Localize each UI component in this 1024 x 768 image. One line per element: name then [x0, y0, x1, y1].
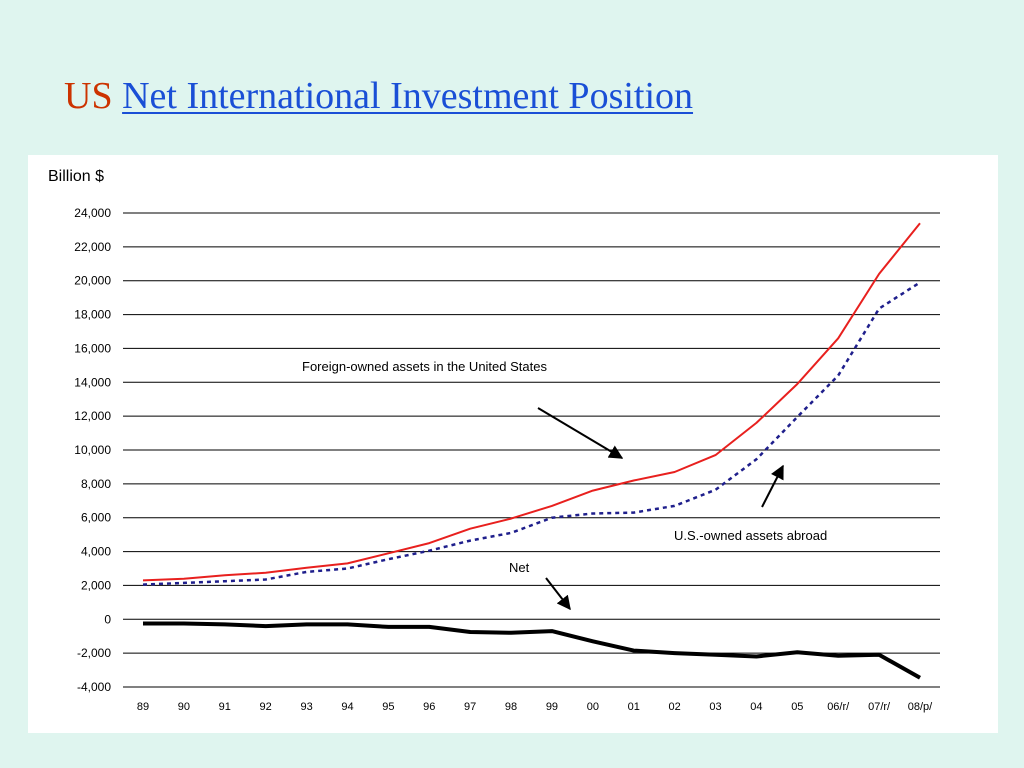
x-tick-label: 01 [628, 701, 640, 713]
x-tick-label: 98 [505, 701, 517, 713]
x-tick-label: 96 [423, 701, 435, 713]
x-tick-label: 00 [587, 701, 599, 713]
slide-title: US Net International Investment Position [64, 72, 693, 120]
title-link[interactable]: Net International Investment Position [122, 75, 694, 117]
y-tick-label: 14,000 [74, 375, 111, 389]
y-axis-label: Billion $ [48, 168, 104, 185]
x-tick-label: 08/p/ [908, 701, 933, 713]
y-tick-label: -2,000 [77, 646, 111, 660]
x-tick-label: 95 [382, 701, 394, 713]
y-tick-label: 24,000 [74, 206, 111, 220]
x-tick-label: 03 [709, 701, 721, 713]
annotation-foreign-arrow [537, 407, 624, 459]
y-tick-label: 18,000 [74, 308, 111, 322]
y-tick-label: 0 [104, 612, 111, 626]
chart-panel: 24,000 22,000 20,000 18,000 16,000 14,000 12,0… [28, 155, 998, 733]
annotation-net-label: Net [509, 560, 530, 575]
x-tick-label: 02 [669, 701, 681, 713]
x-tick-label: 06/r/ [827, 701, 850, 713]
series-us-owned [142, 281, 921, 586]
series-foreign-owned [142, 222, 921, 582]
y-tick-label: 16,000 [74, 341, 111, 355]
gridlines [123, 212, 940, 688]
x-tick-label: 92 [260, 701, 272, 713]
x-tick-label: 05 [791, 701, 803, 713]
y-tick-label: 4,000 [81, 545, 111, 559]
y-tick-label: 22,000 [74, 240, 111, 254]
y-tick-label: 8,000 [81, 477, 111, 491]
x-axis-ticks: 89 90 91 92 93 94 95 96 97 98 99 00 01 02 03 04 05 06/r/0… [137, 701, 933, 713]
x-tick-label: 94 [341, 701, 353, 713]
y-tick-label: -4,000 [77, 680, 111, 694]
x-tick-label: 04 [750, 701, 762, 713]
y-tick-label: 10,000 [74, 443, 111, 457]
annotation-us-owned-arrow [761, 464, 784, 508]
x-tick-label: 89 [137, 701, 149, 713]
x-tick-label: 99 [546, 701, 558, 713]
series-lines [142, 222, 921, 680]
title-prefix: US [64, 75, 113, 117]
x-tick-label: 07/r/ [868, 701, 891, 713]
series-net [143, 621, 921, 680]
x-tick-label: 91 [219, 701, 231, 713]
annotation-foreign-label: Foreign-owned assets in the United State… [302, 359, 547, 374]
annotation-net-arrow [545, 577, 571, 611]
y-axis-ticks: 24,000 22,000 20,000 18,000 16,000 14,000 12,0… [74, 206, 111, 694]
y-tick-label: 20,000 [74, 274, 111, 288]
y-tick-label: 12,000 [74, 409, 111, 423]
x-tick-label: 90 [178, 701, 190, 713]
x-tick-label: 97 [464, 701, 476, 713]
x-tick-label: 93 [300, 701, 312, 713]
y-tick-label: 6,000 [81, 511, 111, 525]
y-tick-label: 2,000 [81, 578, 111, 592]
annotation-us-owned-label: U.S.-owned assets abroad [674, 528, 827, 543]
nip-line-chart: 24,000 22,000 20,000 18,000 16,000 14,000 12,0… [48, 168, 940, 713]
